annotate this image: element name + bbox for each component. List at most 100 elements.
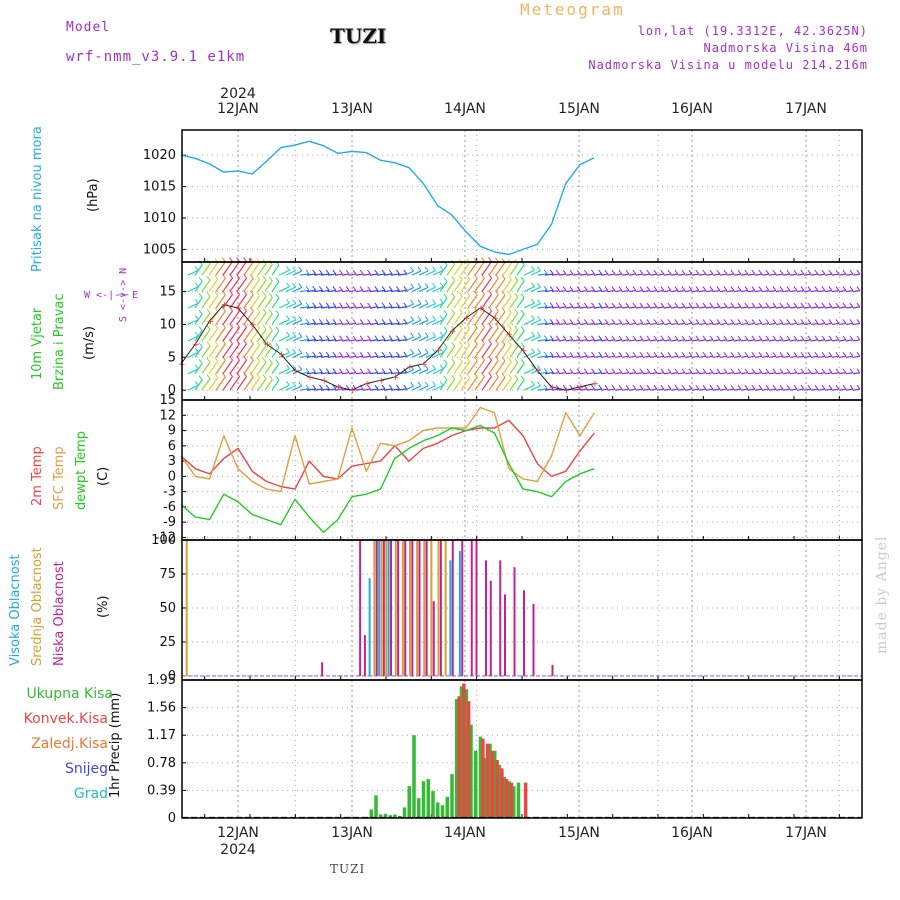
model-name: wrf-nmm_v3.9.1 e1km: [66, 49, 246, 65]
wind-barb-flag: [695, 352, 700, 357]
wind-barb-flag: [632, 269, 637, 275]
wind-frame: [181, 261, 863, 401]
cloud-frame: [181, 539, 863, 681]
wind-barb: [208, 360, 219, 375]
wind-barb: [586, 306, 595, 309]
wind-barb: [502, 361, 512, 375]
wind-barb-flag: [842, 302, 847, 308]
wind-barb-flag: [723, 319, 728, 324]
wind-barb-flag: [432, 299, 436, 304]
wind-barb-flag: [611, 368, 616, 374]
wind-barb: [215, 343, 226, 358]
wind-barb-flag: [598, 335, 603, 341]
wind-barb-flag: [332, 269, 337, 275]
wind-barb-flag: [432, 266, 436, 272]
wind-barb: [257, 296, 267, 309]
wind-barb: [810, 290, 819, 293]
wind-barb: [600, 273, 609, 276]
wind-barb-flag: [359, 368, 364, 374]
wind-barb-flag: [555, 302, 560, 308]
wind-barb-flag: [653, 319, 658, 324]
wind-speed-marker: +: [392, 373, 400, 383]
wind-barb-flag: [779, 335, 784, 341]
legend-conv-rain: Konvek.Kisa: [23, 711, 108, 727]
wind-barb-flag: [611, 384, 616, 390]
wind-compass-ew: W <-|-> E: [84, 290, 139, 301]
xtick-top-14JAN: 14JAN: [444, 101, 486, 117]
wind-barb: [474, 310, 485, 325]
wind-barb-flag: [388, 269, 393, 275]
wind-barb: [341, 306, 350, 309]
wind-barb-flag: [520, 309, 525, 315]
wind-barb: [523, 318, 535, 325]
wind-barb: [355, 306, 364, 309]
wind-barb: [516, 264, 525, 276]
wind-barb: [404, 319, 414, 325]
wind-barb: [789, 372, 798, 375]
wind-barb-flag: [856, 302, 861, 308]
wind-barb-flag: [214, 373, 219, 378]
temperature-ytick-label: 6: [168, 439, 176, 454]
wind-barb: [201, 345, 211, 358]
wind-barb-flag: [598, 269, 603, 275]
wind-barb: [852, 372, 861, 375]
wind-barb: [761, 388, 770, 391]
wind-barb: [537, 306, 548, 309]
wind-barb-flag: [835, 319, 840, 324]
wind-barb: [705, 290, 714, 293]
wind-barb-flag: [562, 335, 567, 341]
wind-barb: [537, 322, 548, 326]
wind-barb-flag: [618, 384, 623, 390]
wind-barb-flag: [458, 374, 463, 379]
wind-barb: [285, 302, 296, 309]
wind-barb: [306, 273, 316, 276]
wind-speed-marker: +: [549, 383, 557, 393]
wind-barb-flag: [591, 384, 595, 390]
wind-barb: [761, 290, 770, 293]
wind-barb: [362, 289, 371, 293]
wind-barb: [600, 290, 609, 293]
wind-barb: [621, 355, 630, 358]
wind-barb-flag: [807, 384, 812, 390]
cloud-bar-mid: [185, 540, 188, 676]
wind-barb: [705, 355, 714, 358]
wind-barb: [460, 377, 471, 391]
wind-barb-flag: [779, 286, 784, 291]
wind-barb: [817, 339, 826, 342]
wind-barb: [467, 311, 478, 325]
cloud-bar-mid: [401, 540, 404, 676]
wind-barb-flag: [417, 299, 422, 305]
wind-barb-flag: [625, 302, 630, 308]
wind-barb: [236, 294, 248, 309]
wind-barb: [831, 273, 840, 276]
wind-barb: [278, 319, 290, 325]
wind-barb-flag: [318, 368, 323, 373]
wind-barb: [215, 327, 226, 342]
wind-barb: [670, 339, 679, 342]
wind-barb-flag: [681, 269, 686, 275]
wind-barb: [208, 278, 219, 292]
wind-barb: [775, 372, 784, 375]
wind-barb: [390, 273, 400, 276]
wind-barb-flag: [417, 332, 422, 337]
wind-barb: [600, 322, 609, 326]
precip-ytick-label: 0: [168, 811, 176, 826]
wind-barb-flag: [660, 335, 665, 341]
wind-barb-flag: [786, 384, 791, 390]
wind-barb-flag: [312, 269, 317, 275]
xtick-top-12JAN: 12JAN: [217, 101, 259, 117]
precip-bar-total: [455, 699, 459, 818]
wind-barb-flag: [298, 332, 303, 338]
wind-barb: [187, 335, 199, 342]
wind-barb-flag: [618, 302, 623, 308]
wind-barb: [236, 310, 248, 325]
wind-barb-flag: [646, 302, 651, 308]
wind-barb-flag: [359, 319, 364, 324]
wind-barb-flag: [611, 269, 616, 275]
panel-pressure: [182, 130, 862, 262]
wind-barb-flag: [318, 302, 323, 308]
wind-barb: [740, 355, 749, 358]
wind-barb-flag: [443, 326, 448, 332]
wind-barb: [516, 313, 525, 325]
